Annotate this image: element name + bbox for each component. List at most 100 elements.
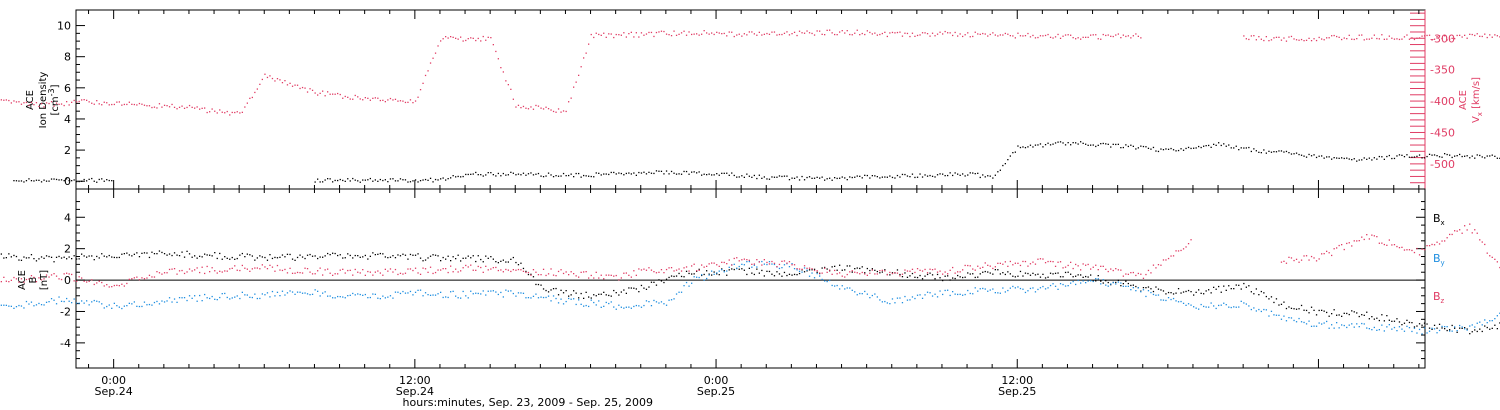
bz-series-point [879,270,881,272]
bz-series-point [1295,258,1298,260]
by-series-point [1225,304,1227,306]
bz-series-point [869,272,871,274]
ion-density-series-point [753,174,755,177]
bx-series-point [1496,328,1498,330]
bz-series-point [568,274,570,276]
ion-density-series-point [1233,147,1235,149]
vx-series-point [163,104,166,106]
bx-series-point [1042,273,1044,275]
by-series-point [424,292,427,294]
ion-density-series-point [1310,155,1313,157]
bz-series-point [384,268,386,270]
bz-series-point [266,268,269,270]
vx-series-point [620,34,622,36]
bx-series-point [781,275,783,277]
by-series-point [1454,326,1456,328]
by-series-point [173,298,176,300]
bx-series-point [271,257,274,260]
vx-series-point [889,32,891,34]
bz-series-point [665,268,668,271]
by-series-point [1310,325,1313,327]
by-series-point [324,291,326,293]
vx-series-point [434,52,437,54]
vx-series-point [452,36,454,38]
bx-series-point [452,256,454,258]
vx-series-point [251,96,253,99]
by-series-point [1363,323,1365,325]
vx-series-point [555,111,557,113]
vx-series-point [113,103,115,106]
bz-series-point [1308,259,1310,261]
bx-series-point [1449,329,1451,331]
vx-series-point [575,81,577,83]
bx-series-point [1401,324,1403,326]
by-series-point [485,294,487,296]
bx-series-point [470,257,472,259]
by-series-point [497,293,499,296]
ion-density-series-point [851,176,853,179]
vx-series-point [826,29,828,31]
by-series-point [854,291,856,293]
bx-series-point [1268,298,1270,300]
by-series-point [286,292,289,294]
ion-density-series-point [1356,160,1358,162]
ion-density-series-point [575,172,577,175]
vx-series-point [143,104,146,106]
vx-series-point [266,76,269,79]
ion-density-series-point [40,181,43,183]
by-series-point [66,297,68,300]
by-series-point [741,263,743,265]
vx-series-point [1449,38,1451,40]
bz-series-point [43,278,45,280]
bz-series-point [1376,236,1378,238]
vx-series-point [1323,39,1325,41]
bx-series-point [5,257,7,259]
bz-series-point [399,272,402,274]
ion-density-series-point [1200,146,1202,149]
bz-series-point [55,275,58,277]
by-series-point [490,290,492,292]
bx-series-point [121,253,123,255]
vx-series-point [1421,35,1423,37]
bx-series-point [1250,291,1252,293]
bz-series-point [1165,259,1167,261]
vx-series-point [126,103,128,106]
bx-series-point [683,276,685,278]
bx-series-point [1471,331,1473,333]
by-series-point [921,297,924,299]
ion-density-series-point [974,173,976,175]
by-series-point [1285,320,1288,322]
vx-series-point [926,33,929,35]
ion-density-series-point [733,174,735,177]
vx-series-point [437,45,439,47]
by-series-point [1494,318,1496,320]
bz-series-point [271,266,274,268]
vx-series-point [1469,33,1471,35]
bx-series-point [936,273,939,276]
by-series-point [201,300,203,302]
bz-series-point [984,262,986,264]
vx-series-point [537,105,540,107]
bz-series-point [633,270,635,272]
bx-series-point [261,256,263,258]
bz-series-point [118,285,120,287]
vx-series-point [595,32,597,34]
by-series-point [1250,308,1252,311]
by-series-point [942,293,944,296]
by-series-point [1265,309,1267,311]
bx-series-point [987,271,989,273]
bx-series-point [475,260,477,263]
bx-series-point [472,255,474,257]
bx-series-point [141,252,143,254]
bx-series-point [467,255,469,257]
bz-series-point [623,272,625,274]
bx-series-point [525,270,527,273]
bz-series-point [1132,271,1134,274]
vx-series-point [874,32,876,34]
ion-density-series-point [1172,149,1175,151]
bz-series-point [685,266,688,268]
bz-series-point [708,263,710,265]
bx-series-point [1491,327,1493,329]
ion-density-series-point [477,174,479,176]
by-series-point [515,295,517,297]
